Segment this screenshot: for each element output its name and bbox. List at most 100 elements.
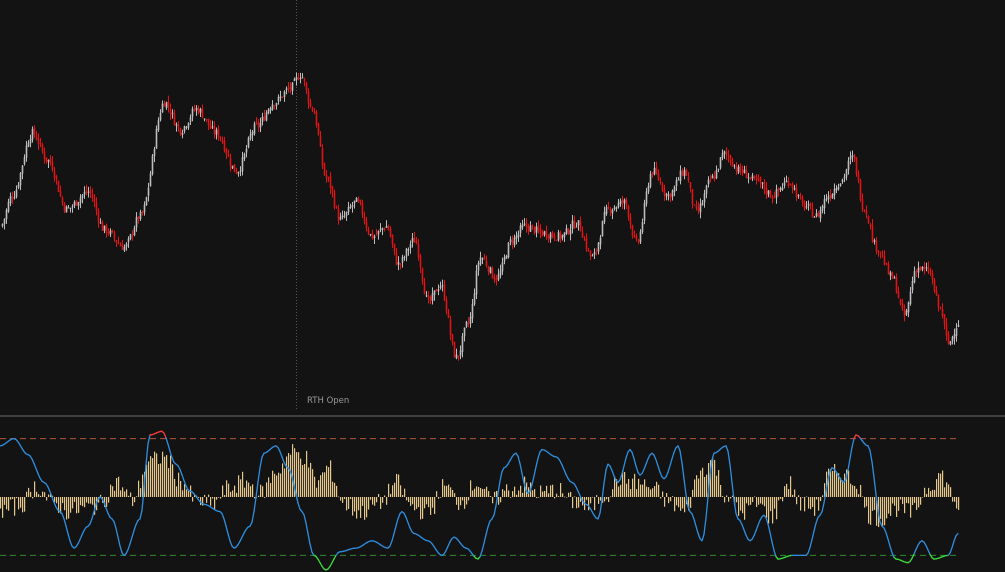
price-candle: [35, 131, 38, 141]
price-candle: [729, 154, 732, 166]
histogram-bar: [670, 497, 672, 502]
oscillator-line-segment: [825, 479, 829, 493]
oscillator-line-segment: [147, 434, 151, 445]
price-candle: [285, 86, 288, 95]
histogram-bar: [120, 490, 122, 497]
histogram-bar: [56, 497, 58, 504]
price-candle: [181, 129, 184, 139]
price-candle: [649, 170, 652, 189]
price-candle: [739, 163, 742, 175]
histogram-bar: [648, 487, 650, 497]
price-candle: [777, 187, 780, 197]
price-candle: [723, 150, 726, 160]
histogram-bar: [534, 489, 536, 497]
price-candle: [629, 213, 632, 230]
oscillator-line-segment: [727, 450, 731, 466]
oscillator-line-segment: [835, 470, 839, 476]
price-candle: [801, 194, 804, 207]
oscillator-line-segment: [297, 502, 301, 510]
histogram-bar: [940, 473, 942, 497]
oscillator-panel[interactable]: [0, 430, 960, 571]
histogram-bar: [746, 497, 748, 504]
price-candle: [325, 170, 328, 183]
oscillator-line-segment: [241, 532, 245, 538]
oscillator-line-segment: [755, 524, 759, 532]
histogram-bar: [362, 497, 364, 506]
histogram-bar: [168, 468, 170, 497]
oscillator-line-segment: [31, 458, 35, 465]
price-candle: [385, 220, 388, 229]
oscillator-line-segment: [647, 454, 651, 460]
histogram-bar: [632, 478, 634, 497]
oscillator-line-segment: [887, 538, 891, 547]
histogram-bar: [436, 491, 438, 497]
histogram-bar: [922, 497, 924, 498]
histogram-bar: [636, 489, 638, 497]
histogram-bar: [868, 497, 870, 524]
price-candle: [205, 118, 208, 123]
price-candle: [401, 254, 404, 268]
oscillator-line-segment: [281, 456, 285, 463]
price-candle: [133, 225, 136, 237]
price-candle: [305, 81, 308, 95]
oscillator-line-segment: [871, 461, 875, 479]
price-candle: [933, 277, 936, 294]
price-candle: [507, 241, 510, 259]
histogram-bar: [504, 490, 506, 497]
price-candle: [825, 194, 828, 202]
price-candle: [779, 186, 782, 192]
histogram-bar: [266, 482, 268, 497]
price-candle: [593, 248, 596, 259]
histogram-bar: [842, 480, 844, 497]
price-candle: [149, 170, 152, 187]
histogram-bar: [310, 462, 312, 497]
price-candle: [673, 185, 676, 197]
histogram-bar: [946, 482, 948, 497]
price-candle: [307, 88, 310, 110]
histogram-bar: [136, 496, 138, 497]
price-candle: [453, 341, 456, 358]
price-candle: [641, 218, 644, 234]
price-candle: [449, 315, 452, 341]
price-candle: [803, 200, 806, 212]
price-candle: [749, 177, 752, 180]
histogram-bar: [26, 491, 28, 497]
histogram-bar: [562, 493, 564, 497]
price-candle: [945, 317, 948, 341]
price-candle: [311, 106, 314, 112]
price-candle: [877, 249, 880, 257]
histogram-bar: [76, 497, 78, 514]
oscillator-line-segment: [443, 550, 447, 555]
price-candle: [905, 308, 908, 317]
oscillator-line-segment: [395, 518, 399, 527]
histogram-bar: [882, 497, 884, 526]
price-candle: [197, 105, 200, 115]
oscillator-line-segment: [295, 493, 299, 504]
histogram-bar: [392, 485, 394, 497]
price-candle: [191, 106, 194, 122]
oscillator-line-segment: [741, 523, 745, 531]
histogram-bar: [592, 496, 594, 498]
price-candle: [273, 104, 276, 110]
price-candle: [371, 229, 374, 240]
oscillator-line-segment: [223, 518, 227, 527]
oscillator-line-segment: [685, 493, 689, 508]
price-candle: [639, 229, 642, 245]
oscillator-line-segment: [497, 480, 501, 495]
price-candle: [685, 168, 688, 176]
price-candle: [497, 268, 500, 282]
histogram-bar: [298, 452, 300, 497]
oscillator-line-segment: [599, 498, 603, 514]
price-candle: [481, 257, 484, 265]
oscillator-line-segment: [619, 473, 623, 481]
price-candle: [567, 228, 570, 235]
price-candle: [161, 100, 164, 113]
histogram-bar: [308, 467, 310, 497]
price-candle: [59, 185, 62, 198]
price-panel[interactable]: [1, 0, 960, 410]
price-candle: [61, 196, 64, 207]
oscillator-line-segment: [255, 481, 259, 499]
oscillator-line-segment: [813, 522, 817, 532]
oscillator-line-segment: [447, 541, 451, 547]
price-candle: [623, 198, 626, 210]
